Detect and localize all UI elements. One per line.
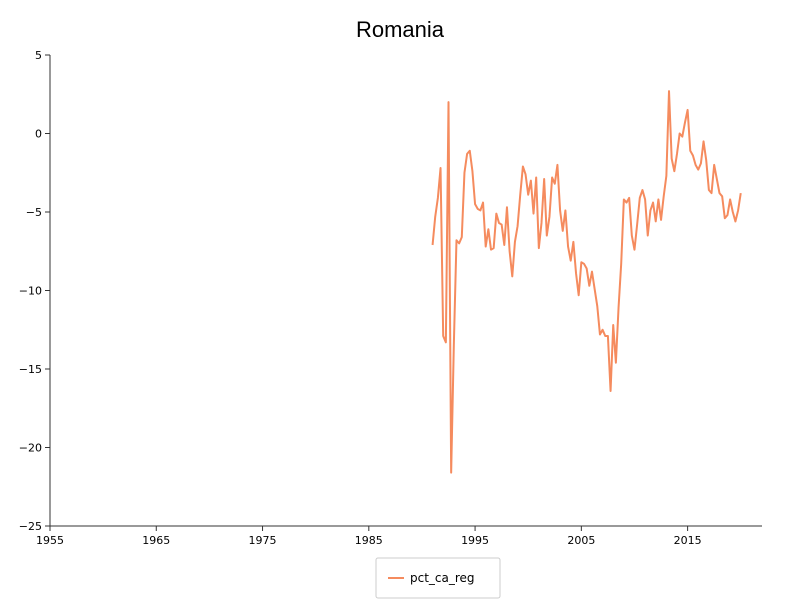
legend: pct_ca_reg	[375, 557, 501, 599]
x-tick-label: 1985	[355, 534, 383, 547]
x-tick-label: 2005	[567, 534, 595, 547]
y-tick-label: 5	[35, 49, 42, 62]
y-tick-label: −20	[19, 442, 42, 455]
y-tick-label: −5	[26, 206, 42, 219]
legend-box	[375, 557, 501, 599]
x-tick-label: 1965	[142, 534, 170, 547]
y-tick-label: −15	[19, 363, 42, 376]
x-tick-label: 1955	[36, 534, 64, 547]
x-tick-label: 1995	[461, 534, 489, 547]
y-tick-label: −10	[19, 285, 42, 298]
chart-title: Romania	[356, 17, 445, 42]
x-tick-label: 2015	[674, 534, 702, 547]
x-tick-label: 1975	[249, 534, 277, 547]
legend-label: pct_ca_reg	[410, 571, 475, 585]
series-line-pct_ca_reg	[431, 90, 742, 474]
y-tick-label: 0	[35, 128, 42, 141]
y-tick-label: −25	[19, 520, 42, 533]
plot-area	[431, 90, 742, 474]
